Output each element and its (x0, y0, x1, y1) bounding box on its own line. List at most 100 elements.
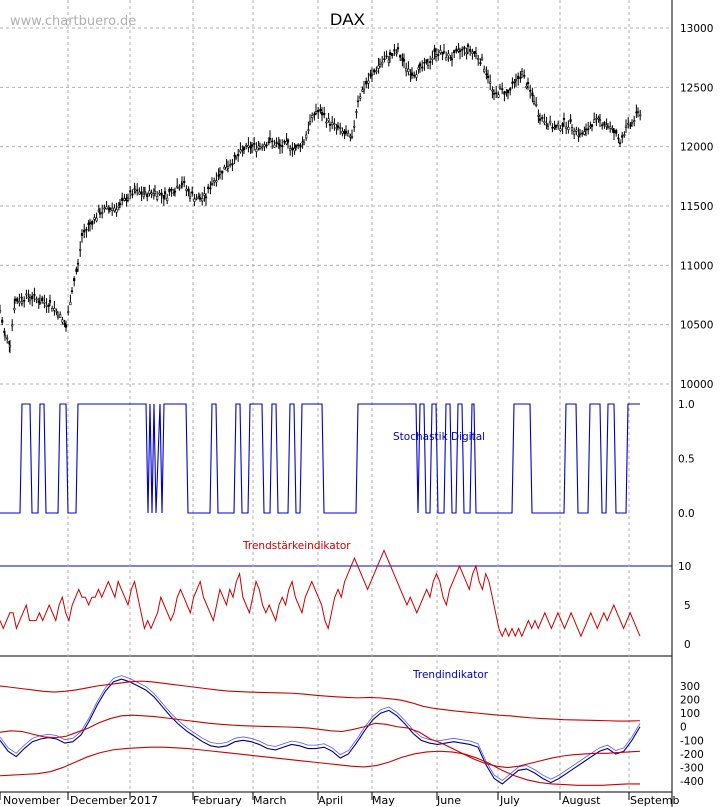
trendindikator-series-1 (0, 680, 641, 722)
candle-body (118, 203, 122, 205)
candle-body (595, 117, 598, 120)
candle-body (570, 127, 574, 131)
candle-body (188, 196, 192, 199)
trendindikator-signal (0, 675, 641, 782)
candle-body (333, 123, 336, 125)
candle-body (234, 156, 238, 159)
candle-body (129, 190, 132, 193)
candle-body (117, 205, 120, 208)
candle-body (341, 130, 344, 134)
candle-body (108, 207, 112, 210)
candle-body (319, 109, 322, 111)
candle-body (557, 123, 560, 127)
candle-body (506, 89, 510, 94)
candle-body (396, 47, 400, 50)
candle-body (83, 229, 86, 233)
candle-body (425, 59, 428, 63)
candle-body (335, 127, 338, 129)
candle-body (355, 111, 358, 113)
candle-body (561, 123, 564, 127)
candle-body (311, 114, 314, 119)
candle-body (603, 122, 606, 126)
candle-body (633, 120, 636, 122)
candle-body (131, 193, 134, 196)
candle-body (55, 310, 58, 313)
candle-body (18, 301, 21, 304)
candle-body (138, 191, 141, 195)
candle-body (545, 124, 548, 126)
candle-body (609, 126, 612, 129)
candle-body (477, 58, 480, 60)
candle-body (511, 81, 514, 84)
candle-body (160, 192, 163, 196)
month-label: Septemb (630, 794, 680, 807)
candle-body (69, 301, 72, 306)
trendstaerke-tick-label: 0 (684, 639, 691, 651)
candle-body (265, 144, 268, 147)
candle-body (123, 198, 126, 201)
candle-body (156, 196, 159, 200)
candle-body (458, 50, 462, 52)
trendstaerke-tick-label: 5 (684, 600, 691, 612)
candle-body (133, 191, 137, 193)
candle-body (627, 122, 630, 125)
candle-body (48, 299, 52, 303)
candle-body (639, 114, 642, 117)
chart-title: DAX (330, 10, 365, 29)
candle-body (286, 139, 290, 143)
candle-body (624, 125, 628, 129)
candle-body (429, 61, 432, 63)
candle-body (445, 57, 448, 61)
candle-body (551, 126, 554, 129)
trendstaerke-tick-label: 10 (678, 561, 691, 573)
candle-body (569, 119, 572, 122)
candle-body (105, 206, 108, 210)
trendindikator-series-2 (0, 714, 641, 769)
candle-body (33, 294, 36, 296)
candle-body (373, 69, 376, 73)
candle-body (93, 217, 96, 220)
candle-body (471, 51, 474, 54)
candle-body (20, 300, 24, 304)
candle-body (61, 319, 64, 323)
candle-body (213, 180, 216, 183)
candle-body (546, 126, 550, 130)
candle-body (170, 188, 173, 191)
candle-body (121, 197, 124, 201)
candle-body (31, 295, 34, 300)
stochastik-tick-label: 0.5 (678, 454, 695, 466)
candle-body (395, 52, 398, 55)
candle-body (388, 52, 392, 56)
candle-body (226, 166, 230, 169)
candle-body (168, 188, 171, 193)
candle-body (431, 57, 434, 60)
candle-body (498, 86, 502, 90)
label-layer: www.chartbuero.de DAX Stochastik Digital… (0, 10, 713, 807)
candle-body (158, 192, 161, 195)
candle-body (593, 119, 596, 123)
candle-body (218, 171, 222, 175)
candle-body (618, 142, 622, 144)
candle-body (399, 54, 402, 58)
candle-body (441, 52, 444, 55)
stochastik-line (0, 403, 640, 514)
candle-body (73, 278, 76, 282)
candle-body (16, 298, 19, 302)
candle-body (317, 110, 320, 113)
candle-body (13, 307, 16, 311)
candle-body (469, 49, 472, 52)
price-tick-label: 10000 (680, 379, 713, 391)
candle-body (417, 67, 420, 70)
candle-body (101, 212, 104, 214)
candle-body (497, 94, 500, 98)
candle-body (523, 75, 526, 77)
candle-body (11, 324, 14, 327)
candle-body (359, 96, 362, 99)
price-tick-label: 10500 (680, 320, 713, 332)
candle-body (187, 188, 190, 192)
candle-body (207, 186, 210, 189)
candle-body (383, 58, 386, 60)
candle-body (331, 122, 334, 126)
candle-body (513, 81, 516, 83)
candle-body (578, 132, 582, 135)
